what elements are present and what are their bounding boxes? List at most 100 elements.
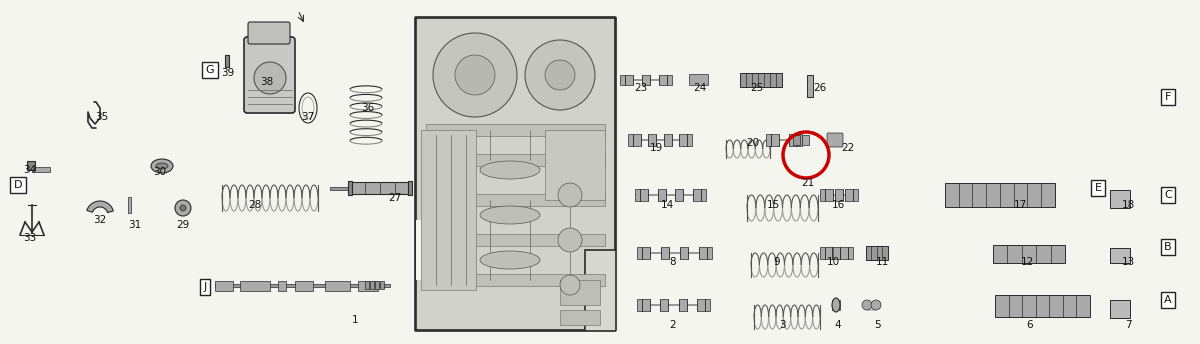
Bar	[660, 299, 668, 311]
Bar	[679, 134, 686, 146]
Text: 27: 27	[389, 193, 402, 203]
Bar	[820, 252, 853, 254]
Bar	[770, 134, 779, 146]
Text: 32: 32	[94, 215, 107, 225]
Bar	[642, 247, 650, 259]
Text: 25: 25	[750, 83, 763, 93]
Bar	[642, 75, 650, 85]
Bar	[866, 246, 888, 260]
Bar	[634, 134, 641, 146]
Bar	[128, 197, 131, 213]
FancyBboxPatch shape	[415, 17, 616, 331]
Text: 13: 13	[1121, 257, 1135, 267]
Bar	[793, 135, 800, 145]
Text: E: E	[1094, 183, 1102, 193]
Bar	[625, 75, 634, 85]
Bar	[426, 274, 605, 286]
Bar	[740, 73, 782, 87]
Bar	[826, 189, 833, 201]
Bar	[370, 281, 374, 289]
Ellipse shape	[151, 159, 173, 173]
Bar	[635, 189, 640, 201]
Bar	[648, 134, 656, 146]
Text: 23: 23	[635, 83, 648, 93]
Bar	[832, 300, 840, 310]
Bar	[426, 154, 605, 166]
Bar	[426, 234, 605, 246]
FancyBboxPatch shape	[690, 75, 708, 86]
Text: 22: 22	[841, 143, 854, 153]
Ellipse shape	[480, 161, 540, 179]
Bar	[295, 281, 313, 291]
Text: G: G	[205, 65, 215, 75]
Bar	[661, 247, 670, 259]
Text: 38: 38	[260, 77, 274, 87]
Polygon shape	[416, 18, 614, 330]
Bar	[766, 134, 770, 146]
Bar	[348, 181, 352, 195]
Bar	[790, 134, 797, 146]
Text: 14: 14	[660, 200, 673, 210]
Text: 35: 35	[95, 112, 109, 122]
Bar	[659, 75, 667, 85]
Bar	[992, 245, 1064, 263]
Text: 24: 24	[694, 83, 707, 93]
Text: C: C	[1164, 190, 1172, 200]
Ellipse shape	[480, 206, 540, 224]
Polygon shape	[86, 201, 113, 213]
Bar	[560, 310, 600, 325]
Text: 28: 28	[248, 200, 262, 210]
Bar	[766, 139, 802, 141]
Text: 34: 34	[23, 165, 37, 175]
Text: 7: 7	[1124, 320, 1132, 330]
Bar	[637, 247, 642, 259]
Circle shape	[558, 228, 582, 252]
Text: 20: 20	[746, 138, 760, 148]
Bar	[664, 134, 672, 146]
Circle shape	[524, 40, 595, 110]
Bar	[374, 281, 379, 289]
Bar	[637, 304, 710, 306]
Text: 37: 37	[301, 112, 314, 122]
Bar	[545, 130, 605, 200]
Bar	[707, 247, 712, 259]
Bar	[1110, 300, 1130, 318]
Bar	[350, 182, 410, 194]
Bar	[679, 299, 686, 311]
Bar	[835, 189, 842, 201]
Bar	[365, 281, 370, 289]
Bar	[416, 220, 456, 280]
Bar	[426, 124, 605, 136]
Text: 10: 10	[827, 257, 840, 267]
Text: 30: 30	[154, 167, 167, 177]
Bar	[944, 183, 1055, 207]
Circle shape	[433, 33, 517, 117]
Text: 26: 26	[814, 83, 827, 93]
Text: 2: 2	[670, 320, 677, 330]
Text: 29: 29	[176, 220, 190, 230]
Circle shape	[560, 275, 580, 295]
Text: 36: 36	[361, 103, 374, 113]
Text: 16: 16	[832, 200, 845, 210]
FancyBboxPatch shape	[827, 133, 842, 147]
Bar	[421, 130, 476, 290]
Bar	[380, 281, 384, 289]
Circle shape	[175, 200, 191, 216]
Bar	[637, 252, 712, 254]
Bar	[680, 247, 688, 259]
Text: 17: 17	[1013, 200, 1027, 210]
Text: 18: 18	[1121, 200, 1135, 210]
Bar	[704, 299, 710, 311]
Ellipse shape	[156, 163, 168, 169]
Bar	[820, 194, 858, 196]
Bar	[698, 247, 707, 259]
Text: 4: 4	[835, 320, 841, 330]
Bar	[833, 247, 840, 259]
Bar	[697, 299, 704, 311]
Text: 6: 6	[1027, 320, 1033, 330]
Bar	[667, 75, 672, 85]
Bar	[426, 194, 605, 206]
Bar	[28, 161, 35, 170]
Text: 21: 21	[802, 178, 815, 188]
Text: 11: 11	[875, 257, 889, 267]
